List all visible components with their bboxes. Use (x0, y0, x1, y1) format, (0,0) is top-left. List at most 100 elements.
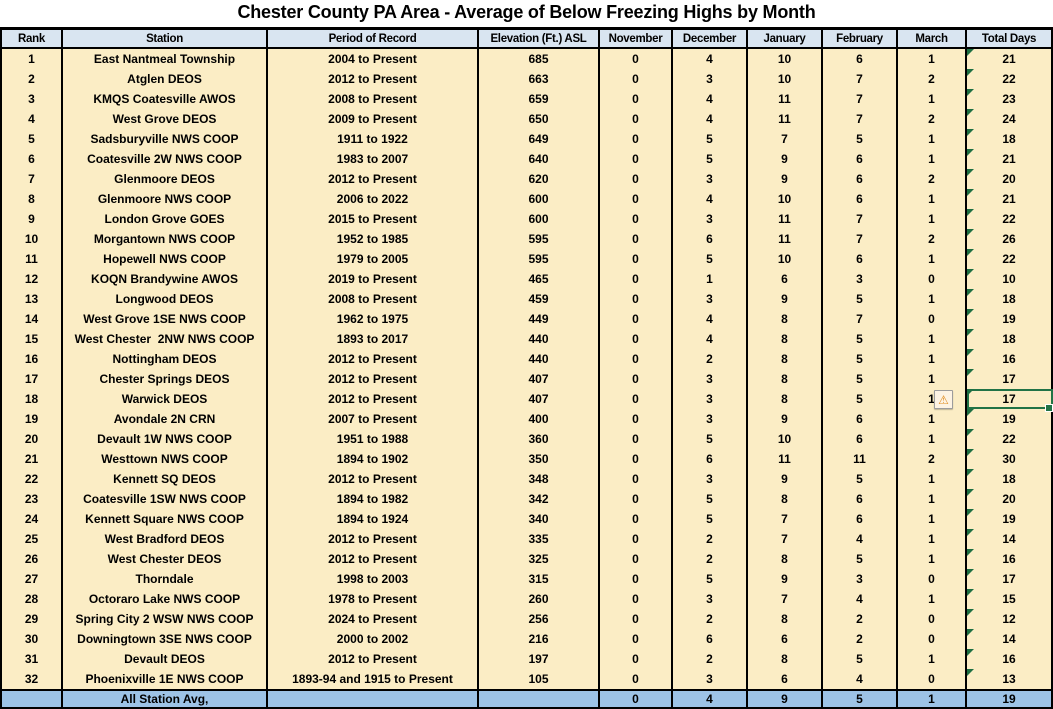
avg-january-cell[interactable]: 9 (748, 689, 823, 709)
column-header-rank[interactable]: Rank (0, 27, 63, 49)
march-cell[interactable]: 1 (898, 429, 967, 449)
avg-february-cell[interactable]: 5 (823, 689, 898, 709)
total-days-cell[interactable]: 16 (967, 349, 1053, 369)
avg-total-days-cell[interactable]: 19 (967, 689, 1053, 709)
period-cell[interactable]: 2012 to Present (268, 469, 479, 489)
february-cell[interactable]: 5 (823, 549, 898, 569)
november-cell[interactable]: 0 (600, 409, 673, 429)
february-cell[interactable]: 6 (823, 489, 898, 509)
november-cell[interactable]: 0 (600, 89, 673, 109)
rank-cell[interactable]: 31 (0, 649, 63, 669)
february-cell[interactable]: 6 (823, 169, 898, 189)
elevation-cell[interactable]: 342 (479, 489, 600, 509)
november-cell[interactable]: 0 (600, 589, 673, 609)
november-cell[interactable]: 0 (600, 129, 673, 149)
period-cell[interactable]: 1911 to 1922 (268, 129, 479, 149)
elevation-cell[interactable]: 260 (479, 589, 600, 609)
elevation-cell[interactable]: 105 (479, 669, 600, 689)
total-days-cell[interactable]: 21 (967, 189, 1053, 209)
total-days-cell[interactable]: 19 (967, 309, 1053, 329)
december-cell[interactable]: 3 (673, 589, 748, 609)
february-cell[interactable]: 4 (823, 669, 898, 689)
november-cell[interactable]: 0 (600, 469, 673, 489)
period-cell[interactable]: 1893 to 2017 (268, 329, 479, 349)
total-days-cell[interactable]: 10 (967, 269, 1053, 289)
elevation-cell[interactable]: 216 (479, 629, 600, 649)
elevation-cell[interactable]: 407 (479, 389, 600, 409)
december-cell[interactable]: 3 (673, 669, 748, 689)
period-cell[interactable]: 2012 to Present (268, 529, 479, 549)
column-header-december[interactable]: December (673, 27, 748, 49)
total-days-cell[interactable]: 12 (967, 609, 1053, 629)
period-cell[interactable]: 1983 to 2007 (268, 149, 479, 169)
november-cell[interactable]: 0 (600, 309, 673, 329)
elevation-cell[interactable]: 465 (479, 269, 600, 289)
period-cell[interactable]: 1894 to 1924 (268, 509, 479, 529)
station-cell[interactable]: Coatesville 1SW NWS COOP (63, 489, 268, 509)
november-cell[interactable]: 0 (600, 289, 673, 309)
period-cell[interactable]: 1894 to 1902 (268, 449, 479, 469)
elevation-cell[interactable]: 600 (479, 209, 600, 229)
total-days-cell[interactable]: 30 (967, 449, 1053, 469)
march-cell[interactable]: 0 (898, 609, 967, 629)
rank-cell[interactable]: 14 (0, 309, 63, 329)
november-cell[interactable]: 0 (600, 249, 673, 269)
december-cell[interactable]: 1 (673, 269, 748, 289)
march-cell[interactable]: 1 (898, 129, 967, 149)
total-days-cell[interactable]: 16 (967, 549, 1053, 569)
station-cell[interactable]: Westtown NWS COOP (63, 449, 268, 469)
rank-cell[interactable]: 3 (0, 89, 63, 109)
elevation-cell[interactable]: 256 (479, 609, 600, 629)
march-cell[interactable]: 1 (898, 489, 967, 509)
march-cell[interactable]: 2 (898, 449, 967, 469)
rank-cell[interactable]: 17 (0, 369, 63, 389)
february-cell[interactable]: 7 (823, 109, 898, 129)
station-cell[interactable]: West Bradford DEOS (63, 529, 268, 549)
february-cell[interactable]: 7 (823, 89, 898, 109)
period-cell[interactable]: 1894 to 1982 (268, 489, 479, 509)
february-cell[interactable]: 3 (823, 269, 898, 289)
elevation-cell[interactable]: 440 (479, 349, 600, 369)
march-cell[interactable]: 1 (898, 189, 967, 209)
elevation-cell[interactable]: 407 (479, 369, 600, 389)
november-cell[interactable]: 0 (600, 669, 673, 689)
february-cell[interactable]: 5 (823, 649, 898, 669)
elevation-cell[interactable]: 595 (479, 229, 600, 249)
elevation-cell[interactable]: 440 (479, 329, 600, 349)
station-cell[interactable]: Chester Springs DEOS (63, 369, 268, 389)
february-cell[interactable]: 5 (823, 329, 898, 349)
december-cell[interactable]: 5 (673, 489, 748, 509)
total-days-cell[interactable]: 20 (967, 169, 1053, 189)
elevation-cell[interactable]: 650 (479, 109, 600, 129)
january-cell[interactable]: 9 (748, 149, 823, 169)
january-cell[interactable]: 8 (748, 389, 823, 409)
station-cell[interactable]: West Grove DEOS (63, 109, 268, 129)
march-cell[interactable]: 1 (898, 149, 967, 169)
january-cell[interactable]: 7 (748, 509, 823, 529)
november-cell[interactable]: 0 (600, 489, 673, 509)
total-days-cell[interactable]: 19 (967, 509, 1053, 529)
column-header-march[interactable]: March (898, 27, 967, 49)
period-cell[interactable]: 2012 to Present (268, 169, 479, 189)
selection-fill-handle[interactable] (1045, 404, 1053, 412)
february-cell[interactable]: 4 (823, 529, 898, 549)
period-cell[interactable]: 2012 to Present (268, 349, 479, 369)
station-cell[interactable]: Devault 1W NWS COOP (63, 429, 268, 449)
station-cell[interactable]: Hopewell NWS COOP (63, 249, 268, 269)
avg-rank-cell[interactable] (0, 689, 63, 709)
december-cell[interactable]: 4 (673, 189, 748, 209)
november-cell[interactable]: 0 (600, 609, 673, 629)
elevation-cell[interactable]: 325 (479, 549, 600, 569)
january-cell[interactable]: 11 (748, 89, 823, 109)
total-days-cell[interactable]: 21 (967, 49, 1053, 69)
march-cell[interactable]: 1 (898, 249, 967, 269)
column-header-elevation[interactable]: Elevation (Ft.) ASL (479, 27, 600, 49)
elevation-cell[interactable]: 459 (479, 289, 600, 309)
rank-cell[interactable]: 20 (0, 429, 63, 449)
february-cell[interactable]: 5 (823, 349, 898, 369)
period-cell[interactable]: 2009 to Present (268, 109, 479, 129)
december-cell[interactable]: 3 (673, 289, 748, 309)
february-cell[interactable]: 6 (823, 509, 898, 529)
december-cell[interactable]: 6 (673, 629, 748, 649)
total-days-cell[interactable]: 18 (967, 289, 1053, 309)
